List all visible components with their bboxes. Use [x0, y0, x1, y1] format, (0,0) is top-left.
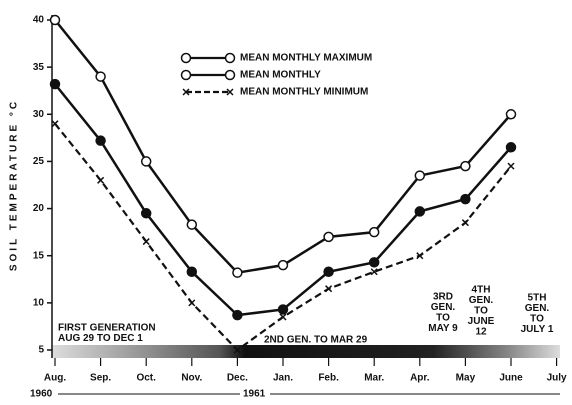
marker	[505, 142, 517, 153]
legend-marker	[180, 69, 192, 81]
y-tick-label: 40	[33, 15, 45, 26]
marker	[460, 193, 471, 205]
x-tick-label: Oct.	[136, 373, 156, 384]
annotation: GEN.	[431, 302, 456, 313]
annotation: GEN.	[469, 295, 494, 306]
marker-x	[325, 285, 333, 293]
legend-marker	[182, 88, 190, 96]
legend-marker	[180, 52, 192, 64]
marker	[323, 231, 334, 243]
marker-x	[279, 313, 287, 321]
marker-x	[461, 219, 469, 227]
legend-label: MEAN MONTHLY	[240, 70, 321, 81]
annotation: 2ND GEN. TO MAR 29	[264, 335, 368, 346]
annotation: 12	[475, 327, 487, 338]
marker	[368, 257, 380, 268]
annotation: 5TH	[528, 293, 547, 304]
marker	[414, 170, 426, 181]
marker	[186, 219, 198, 230]
annotation: FIRST GENERATION	[58, 323, 156, 334]
marker-x	[142, 238, 150, 246]
marker-x	[188, 299, 196, 307]
marker	[95, 135, 106, 146]
marker	[95, 71, 106, 82]
marker	[277, 259, 289, 271]
marker	[368, 226, 380, 238]
marker-x	[416, 252, 424, 260]
marker-x	[97, 176, 105, 184]
annotation: JUNE	[468, 316, 495, 327]
y-tick-label: 5	[38, 345, 44, 356]
marker	[232, 267, 243, 278]
x-tick-label: Sep.	[90, 373, 111, 384]
x-tick-label: Jan.	[273, 373, 293, 384]
y-tick-label: 20	[33, 203, 45, 214]
y-tick-label: 10	[33, 297, 45, 308]
marker	[49, 14, 61, 26]
legend-label: MEAN MONTHLY MINIMUM	[240, 87, 368, 98]
legend-marker	[224, 69, 236, 81]
marker-x	[507, 162, 515, 170]
annotation: GEN.	[525, 303, 550, 314]
annotation: 4TH	[472, 285, 491, 296]
annotation: TO	[436, 313, 450, 324]
x-tick-label: Nov.	[181, 373, 202, 384]
x-tick-label: Aug.	[44, 373, 66, 384]
marker	[277, 304, 289, 315]
marker	[232, 309, 243, 321]
x-tick-label: May	[456, 373, 476, 384]
marker	[49, 78, 61, 90]
year-label: 1961	[243, 389, 266, 400]
marker	[323, 266, 334, 277]
marker-x	[370, 268, 378, 276]
annotation: 3RD	[433, 292, 453, 303]
y-tick-label: 25	[33, 156, 45, 167]
marker	[140, 208, 152, 219]
annotation: TO	[474, 306, 488, 317]
year-label: 1960	[30, 389, 53, 400]
x-tick-label: Dec.	[227, 373, 248, 384]
annotation: MAY 9	[428, 323, 458, 334]
y-tick-label: 15	[33, 250, 45, 261]
marker	[460, 160, 471, 172]
legend-label: MEAN MONTHLY MAXIMUM	[240, 53, 372, 64]
annotation: TO	[530, 314, 544, 325]
annotation: JULY 1	[521, 324, 554, 335]
x-tick-label: Mar.	[364, 373, 384, 384]
marker	[186, 266, 198, 277]
x-tick-label: Feb.	[318, 373, 339, 384]
y-tick-label: 30	[33, 109, 45, 120]
x-tick-label: Apr.	[410, 373, 430, 384]
x-tick-label: July	[547, 373, 567, 384]
legend-marker	[226, 88, 234, 96]
marker	[140, 156, 152, 167]
marker-x	[51, 120, 59, 128]
generation-bar	[52, 345, 560, 358]
annotation: AUG 29 TO DEC 1	[58, 333, 143, 344]
y-tick-label: 35	[33, 62, 45, 73]
marker	[505, 109, 517, 120]
x-tick-label: June	[499, 373, 523, 384]
y-axis-label: SOIL TEMPERATURE °C	[9, 99, 20, 271]
legend-marker	[224, 52, 236, 64]
marker-x	[233, 346, 241, 354]
marker	[414, 206, 426, 217]
